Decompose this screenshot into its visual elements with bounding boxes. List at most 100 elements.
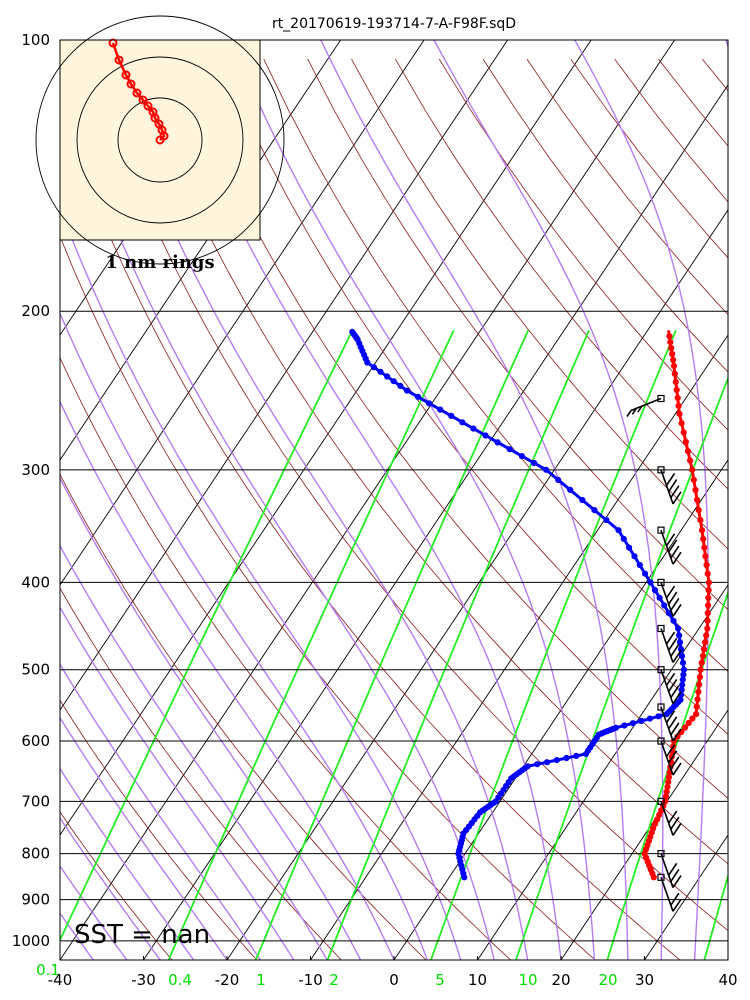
moist-adiabat-line — [60, 767, 195, 960]
hodograph-ring — [117, 97, 203, 183]
dry-adiabat-line — [60, 473, 427, 960]
dry-adiabat-line — [219, 58, 728, 735]
temperature-point — [682, 438, 690, 445]
temperature-point — [680, 429, 687, 436]
mixing-ratio-line — [60, 329, 354, 943]
temperature-point — [701, 544, 708, 551]
x-tick-label: -20 — [215, 971, 240, 989]
temperature-point — [674, 394, 681, 401]
moist-adiabat-line — [433, 40, 664, 960]
mixing-ratio-label: 2 — [329, 971, 339, 989]
isotherm-line — [60, 40, 508, 711]
x-tick-label: -40 — [48, 971, 73, 989]
moist-adiabat-line — [725, 40, 728, 960]
dewpoint-point — [567, 486, 574, 493]
dewpoint-point — [414, 393, 422, 400]
x-tick-label: 20 — [551, 971, 570, 989]
hodograph-point — [148, 107, 158, 117]
dewpoint-point — [612, 724, 620, 731]
x-tick-label: 30 — [635, 971, 654, 989]
moist-adiabat-line — [60, 544, 328, 960]
dewpoint-point — [680, 666, 688, 673]
dewpoint-point — [680, 671, 687, 678]
dry-adiabat-line — [60, 356, 511, 960]
temperature-point — [668, 345, 675, 352]
dry-adiabat-line — [658, 58, 728, 147]
dewpoint-point — [679, 681, 686, 688]
dewpoint-point — [646, 715, 654, 722]
y-tick-label: 300 — [21, 461, 50, 479]
temperature-point — [673, 386, 680, 393]
hodograph-point — [143, 101, 153, 111]
wind-barb — [657, 703, 682, 742]
hodograph-point — [114, 55, 124, 65]
dewpoint-point — [426, 400, 433, 407]
temperature-point — [676, 410, 683, 417]
temperature-point — [670, 356, 677, 364]
hodograph-caption: 1 nm rings — [105, 252, 214, 273]
dewpoint-point — [377, 368, 384, 375]
dewpoint-point — [661, 602, 668, 609]
mixing-ratio-line — [326, 329, 590, 960]
dewpoint-point — [390, 378, 397, 385]
temperature-point — [704, 610, 711, 617]
dewpoint-point — [534, 761, 541, 768]
dewpoint-point — [506, 446, 513, 453]
temperature-point — [696, 681, 703, 688]
dry-adiabat-line — [131, 58, 728, 865]
dry-adiabat-line — [88, 58, 728, 932]
dry-adiabat-line — [60, 235, 596, 960]
dewpoint-point — [591, 507, 598, 514]
mixing-ratio-labels: 0.1 0.4 1 2 5 10 20 — [36, 961, 617, 989]
dewpoint-point — [524, 763, 531, 770]
temperature-point — [704, 570, 711, 577]
temperature-point — [703, 632, 710, 639]
isotherm-line — [727, 959, 728, 960]
dewpoint-point — [563, 754, 570, 762]
temperature-point — [670, 362, 678, 369]
wind-barb — [657, 737, 682, 776]
isotherm-line — [60, 40, 425, 586]
dewpoint-point — [543, 466, 550, 473]
dewpoint-point — [437, 406, 444, 413]
dewpoint-point — [370, 364, 377, 371]
temperature-point — [664, 783, 671, 791]
temperature-point — [705, 594, 712, 601]
y-tick-label: 600 — [21, 732, 50, 750]
temperature-point — [698, 527, 706, 534]
wind-barb — [657, 624, 682, 663]
dry-adiabat-line — [60, 811, 173, 960]
moist-adiabat-line — [60, 663, 261, 960]
dry-adiabat-line — [395, 58, 728, 490]
temperature-point — [689, 466, 696, 473]
mixing-ratio-label: 0.4 — [168, 971, 192, 989]
y-tick-label: 1000 — [12, 932, 50, 950]
temperature-point — [666, 333, 673, 340]
hodograph-ring — [76, 56, 244, 224]
x-tick-label: 0 — [389, 971, 399, 989]
dry-adiabat-line — [60, 105, 681, 960]
x-tick-label: -30 — [131, 971, 156, 989]
dewpoint-point — [518, 453, 526, 460]
y-tick-label: 900 — [21, 891, 50, 909]
moist-adiabat-line — [60, 958, 61, 960]
dewpoint-point — [553, 757, 560, 764]
x-tick-label: 40 — [718, 971, 737, 989]
dewpoint-point — [543, 759, 551, 766]
temperature-point — [678, 420, 685, 427]
dry-adiabat-line — [746, 59, 750, 960]
dewpoint-point — [384, 373, 391, 380]
x-tick-label: -10 — [298, 971, 323, 989]
y-tick-label: 800 — [21, 845, 50, 863]
isotherm-line — [0, 40, 7, 960]
mixing-ratio-line — [167, 329, 455, 960]
y-tick-label: 100 — [21, 31, 50, 49]
hodograph-inset — [35, 15, 285, 265]
hodograph-point — [126, 79, 136, 89]
dewpoint-point — [676, 632, 683, 639]
temperature-point — [689, 715, 696, 722]
temperature-point — [705, 602, 712, 609]
dry-adiabat-line — [263, 58, 728, 672]
hodograph-trace — [111, 42, 166, 141]
dewpoint-point — [642, 570, 649, 577]
